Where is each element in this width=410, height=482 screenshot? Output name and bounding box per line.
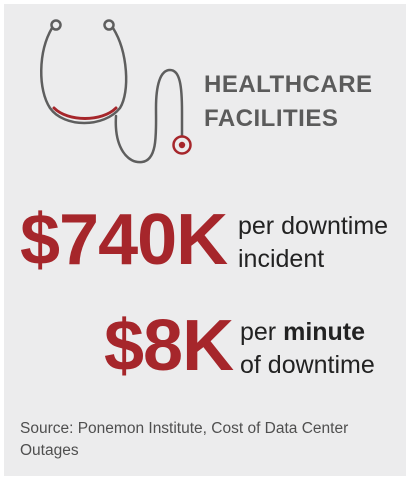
source-citation: Source: Ponemon Institute, Cost of Data … [20, 420, 349, 459]
per-minute-cost-caption: per minute of downtime [240, 316, 375, 382]
incident-cost-caption-line-2: incident [238, 245, 325, 273]
per-minute-cost-caption-line-2: of downtime [240, 351, 375, 379]
heading-line-2: FACILITIES [204, 105, 339, 132]
per-minute-cost-caption-line-1: per minute [240, 316, 375, 349]
caption-prefix: per [240, 318, 284, 346]
incident-cost-caption: per downtime incident [238, 210, 388, 276]
incident-cost-value: $740K [20, 200, 228, 280]
per-minute-cost-value: $8K [104, 306, 234, 386]
caption-emphasis: minute [283, 318, 366, 346]
infographic-card: HEALTHCARE FACILITIES $740K per downtime… [4, 4, 406, 476]
incident-cost-caption-line-1: per downtime [238, 212, 389, 240]
stethoscope-icon [40, 19, 192, 164]
heading-line-1: HEALTHCARE [204, 71, 373, 98]
section-heading: HEALTHCARE FACILITIES [204, 68, 384, 136]
